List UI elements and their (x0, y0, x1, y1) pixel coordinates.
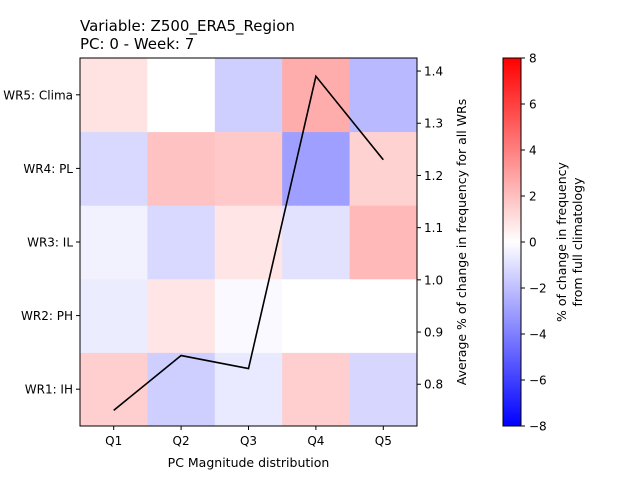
colorbar-tick-label: −6 (529, 374, 547, 388)
y-tick-label: WR5: Clima (3, 88, 73, 102)
x-tick-label: Q5 (375, 434, 392, 448)
heatmap-cell (147, 278, 216, 353)
heatmap-cell (80, 131, 148, 206)
colorbar-tick-label: 2 (529, 190, 537, 204)
heatmap-cell (282, 352, 351, 427)
colorbar (502, 57, 522, 427)
heatmap-cell (147, 352, 216, 427)
heatmap-cell (214, 131, 283, 206)
chart-title-line2: PC: 0 - Week: 7 (80, 35, 194, 53)
colorbar-tick-label: −4 (529, 328, 547, 342)
y-tick-label: WR3: IL (27, 236, 73, 250)
y-axis-left: WR1: IH WR2: PH WR3: IL WR4: PL WR5: Clima (3, 88, 80, 397)
heatmap-cell (214, 58, 283, 133)
y-tick-label: WR2: PH (21, 309, 73, 323)
y-axis-right: 1.4 1.3 1.2 1.1 1.0 0.9 0.8 (417, 65, 443, 392)
right-y-tick-label: 1.0 (424, 273, 443, 287)
heatmap-cell (282, 58, 351, 133)
heatmap-cell (349, 205, 418, 280)
heatmap-cell (147, 205, 216, 280)
heatmap-cell (147, 58, 216, 133)
heatmap-cell (349, 352, 418, 427)
heatmap-cells (80, 58, 418, 427)
heatmap-cell (349, 131, 418, 206)
heatmap-cell (80, 352, 148, 427)
colorbar-tick-label: 6 (529, 98, 537, 112)
right-axis-label: Average % of change in frequency for all… (454, 99, 469, 386)
colorbar-label-line2: from full climatology (570, 177, 585, 307)
y-tick-label: WR1: IH (25, 383, 73, 397)
x-tick-label: Q1 (105, 434, 122, 448)
x-tick-label: Q3 (240, 434, 257, 448)
right-y-tick-label: 1.1 (424, 221, 443, 235)
chart-title-line1: Variable: Z500_ERA5_Region (80, 17, 295, 36)
heatmap-cell (214, 205, 283, 280)
colorbar-tick-label: 0 (529, 236, 537, 250)
heatmap-cell (282, 131, 351, 206)
colorbar-tick-label: −8 (529, 420, 547, 434)
line-series (113, 74, 384, 411)
x-tick-label: Q2 (173, 434, 190, 448)
x-tick-label: Q4 (307, 434, 324, 448)
heatmap-cell (349, 58, 418, 133)
heatmap-cell (214, 278, 283, 353)
right-y-tick-label: 1.3 (424, 117, 443, 131)
x-axis-label: PC Magnitude distribution (168, 455, 330, 470)
heatmap-cell (147, 131, 216, 206)
colorbar-tick-label: 4 (529, 144, 537, 158)
heatmap-cell (80, 205, 148, 280)
heatmap-cell (282, 205, 351, 280)
heatmap-cell (282, 278, 351, 353)
heatmap-cell (80, 278, 148, 353)
line-layer (113, 74, 384, 411)
y-tick-label: WR4: PL (23, 162, 73, 176)
heatmap-cell (349, 278, 418, 353)
colorbar-ticks: 8 6 4 2 0 −2 −4 −6 −8 (521, 52, 547, 434)
right-y-tick-label: 1.4 (424, 65, 443, 79)
heatmap-cell (80, 58, 148, 133)
right-y-tick-label: 0.9 (424, 326, 443, 340)
x-axis: Q1 Q2 Q3 Q4 Q5 (105, 426, 392, 448)
colorbar-tick-label: 8 (529, 52, 537, 66)
right-y-tick-label: 0.8 (424, 378, 443, 392)
colorbar-tick-label: −2 (529, 282, 547, 296)
right-y-tick-label: 1.2 (424, 169, 443, 183)
colorbar-label-line1: % of change in frequency (554, 161, 569, 322)
